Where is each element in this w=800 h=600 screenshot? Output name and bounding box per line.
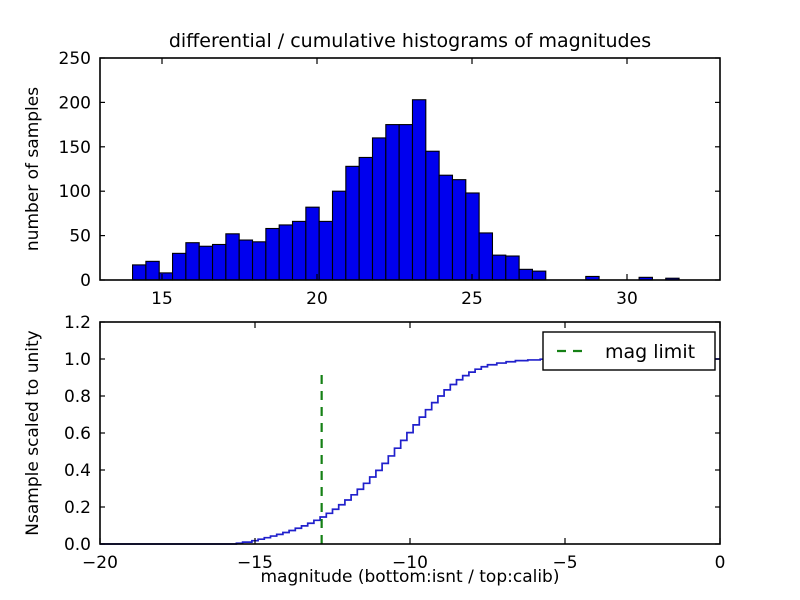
bottom-y-tick-label: 0.8	[64, 387, 91, 407]
histogram-bars	[132, 99, 680, 281]
bottom-y-tick-label: 1.2	[64, 313, 91, 333]
histogram-bar	[385, 124, 400, 281]
bottom-x-tick-label: 0	[715, 553, 726, 573]
bottom-x-axis-label: magnitude (bottom:isnt / top:calib)	[261, 567, 560, 587]
legend-frame	[542, 331, 716, 371]
bottom-y-tick-label: 0.6	[64, 424, 91, 444]
histogram-bar	[465, 192, 480, 281]
histogram-bar	[225, 233, 240, 281]
bottom-y-axis-label: Nsample scaled to unity	[23, 330, 43, 535]
histogram-bar	[198, 245, 214, 281]
bottom-y-tick-label: 0.4	[64, 461, 91, 481]
cumulative-curve	[100, 358, 720, 545]
histogram-bar	[211, 243, 227, 281]
histogram-bar	[318, 220, 334, 281]
bottom-x-ticks: −20 −15 −10 −5 0	[82, 322, 725, 573]
histogram-bar	[505, 255, 520, 281]
histogram-bar	[265, 227, 280, 281]
top-x-ticks: 15 20 25 30	[151, 58, 638, 309]
legend[interactable]: mag limit	[542, 331, 716, 371]
legend-label-mag-limit: mag limit	[605, 341, 695, 363]
bottom-x-tick-label: −15	[237, 553, 273, 573]
histogram-bar	[358, 156, 374, 281]
histogram-bar	[345, 165, 360, 281]
histogram-bar	[185, 242, 200, 281]
histogram-bar	[425, 150, 440, 281]
histogram-bar	[331, 190, 347, 281]
top-subplot: 0 50 100 150 200 250 15 20 25 30 number of sampl…	[23, 49, 721, 309]
top-y-tick-label: 250	[59, 49, 91, 69]
histogram-bar	[278, 224, 294, 281]
top-x-tick-label: 25	[461, 289, 483, 309]
top-y-tick-label: 50	[69, 227, 91, 247]
bottom-y-tick-label: 0.0	[64, 535, 91, 555]
histogram-bar	[145, 260, 160, 281]
top-x-tick-label: 30	[616, 289, 638, 309]
histogram-bar	[451, 179, 467, 281]
bottom-y-tick-label: 0.2	[64, 498, 91, 518]
top-y-tick-label: 150	[59, 138, 91, 158]
top-y-tick-label: 0	[80, 271, 91, 291]
top-y-axis-label: number of samples	[23, 87, 43, 251]
bottom-y-tick-label: 1.0	[64, 350, 91, 370]
bottom-x-tick-label: −10	[392, 553, 428, 573]
histogram-bar	[478, 232, 494, 281]
top-y-tick-label: 200	[59, 93, 91, 113]
histogram-bar	[371, 137, 387, 281]
bottom-x-tick-label: −20	[82, 553, 118, 573]
histogram-bar	[291, 220, 307, 281]
histogram-bar	[251, 241, 267, 281]
histogram-bar	[398, 124, 414, 281]
top-y-ticks: 0 50 100 150 200 250	[59, 49, 720, 291]
histogram-bar	[491, 254, 507, 281]
histogram-bar	[518, 268, 533, 281]
top-x-tick-label: 20	[306, 289, 328, 309]
histogram-bar	[531, 270, 547, 281]
histogram-bar	[171, 252, 187, 281]
bottom-subplot: 0.0 0.2 0.4 0.6 0.8 1.0 1.2 −20 −15 −10 −5 0 Nsamp…	[23, 313, 725, 587]
histogram-bar	[132, 264, 147, 281]
histogram-bar	[438, 174, 454, 281]
chart-title: differential / cumulative histograms of …	[169, 30, 651, 52]
top-x-tick-label: 15	[151, 289, 173, 309]
histogram-bar	[238, 239, 254, 281]
histogram-bar	[411, 99, 427, 281]
histogram-bar	[305, 206, 320, 281]
bottom-x-tick-label: −5	[552, 553, 577, 573]
histogram-bar	[158, 272, 174, 281]
bottom-y-ticks: 0.0 0.2 0.4 0.6 0.8 1.0 1.2	[64, 313, 720, 555]
top-y-tick-label: 100	[59, 182, 91, 202]
top-axes-frame	[99, 57, 721, 281]
